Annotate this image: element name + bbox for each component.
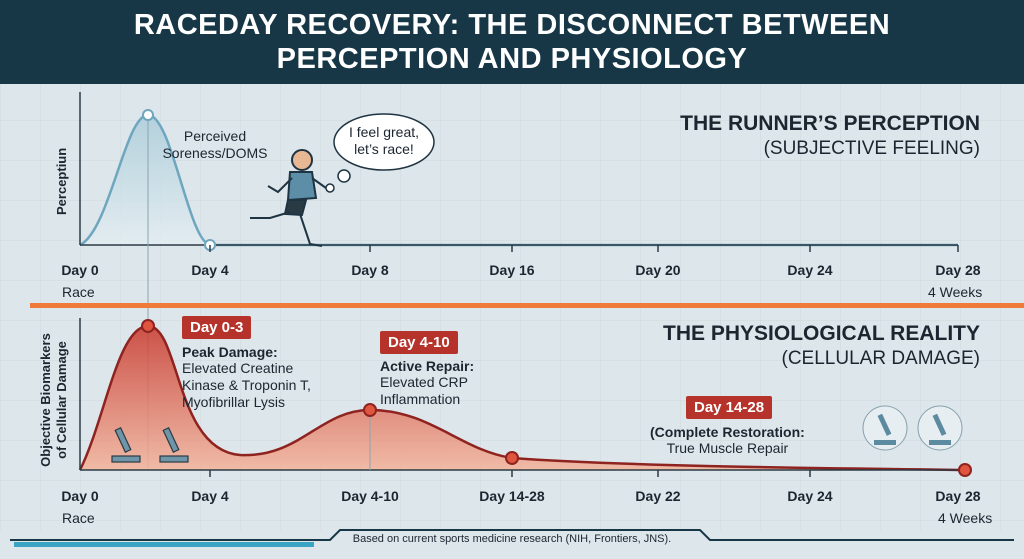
title: RACEDAY RECOVERY: THE DISCONNECT BETWEEN… [133, 9, 891, 75]
x-sublabel: 4 Weeks [938, 510, 993, 526]
x-tick-label: Day 8 [351, 262, 389, 278]
x-tick-label: Day 4 [191, 488, 229, 504]
phase-text: Active Repair: Elevated CRP Inflammation [380, 358, 474, 408]
phase-text: Peak Damage: Elevated Creatine Kinase & Tr… [182, 344, 311, 411]
x-sublabel: Race [62, 284, 95, 300]
header [0, 0, 1024, 84]
section-heading: THE PHYSIOLOGICAL REALITY [663, 322, 980, 345]
phase-line: Inflammation [380, 391, 461, 407]
x-tick-label: Day 28 [935, 488, 981, 504]
phase-tag: Day 4-10 [380, 331, 458, 354]
x-sublabel: Race [62, 510, 95, 526]
x-tick-label: Day 4 [191, 262, 229, 278]
x-tick-label: Day 28 [935, 262, 981, 278]
phase-tag: Day 0-3 [182, 316, 252, 339]
y-axis-label-line: Objective Biomarkers [38, 333, 53, 467]
x-tick-label: Day 16 [489, 262, 535, 278]
x-tick-label: Day 0 [61, 488, 99, 504]
phase-text: (Complete Restoration: True Muscle Repair [650, 424, 805, 457]
section-heading: THE RUNNER’S PERCEPTION [680, 112, 980, 135]
x-tick-label: Day 4-10 [341, 488, 399, 504]
footnote: Based on current sports medicine researc… [352, 533, 672, 545]
phase-title: Active Repair: [380, 358, 475, 374]
x-tick-label: Day 22 [635, 488, 681, 504]
section-subheading: (SUBJECTIVE FEELING) [763, 138, 980, 159]
peak-label-line: Soreness/DOMS [162, 145, 268, 161]
y-axis-label: Objective Biomarkers of Cellular Damage [38, 325, 70, 475]
phase-tag: Day 14-28 [686, 396, 773, 419]
phase-line: Kinase & Troponin T, [182, 377, 311, 393]
section-subheading: (CELLULAR DAMAGE) [781, 348, 981, 369]
x-tick-label: Day 20 [635, 262, 681, 278]
phase-line: True Muscle Repair [666, 440, 789, 456]
x-tick-label: Day 0 [61, 262, 99, 278]
x-tick-label: Day 24 [787, 262, 833, 278]
peak-label: Perceived Soreness/DOMS [160, 128, 270, 162]
y-axis-label-line: of Cellular Damage [54, 341, 69, 459]
phase-title: Peak Damage: [182, 344, 278, 360]
speech-bubble: I feel great, let’s race! [334, 124, 434, 158]
y-axis-label: Perceptiun [54, 147, 69, 215]
x-tick-label: Day 24 [787, 488, 833, 504]
x-tick-label: Day 14-28 [479, 488, 545, 504]
x-sublabel: 4 Weeks [928, 284, 983, 300]
speech-line: I feel great, [348, 124, 420, 140]
phase-title: (Complete Restoration: [650, 424, 805, 440]
phase-line: Elevated Creatine [182, 360, 294, 376]
phase-line: Elevated CRP [380, 374, 468, 390]
speech-line: let’s race! [354, 141, 414, 157]
phase-line: Myofibrillar Lysis [182, 394, 285, 410]
peak-label-line: Perceived [183, 128, 247, 144]
